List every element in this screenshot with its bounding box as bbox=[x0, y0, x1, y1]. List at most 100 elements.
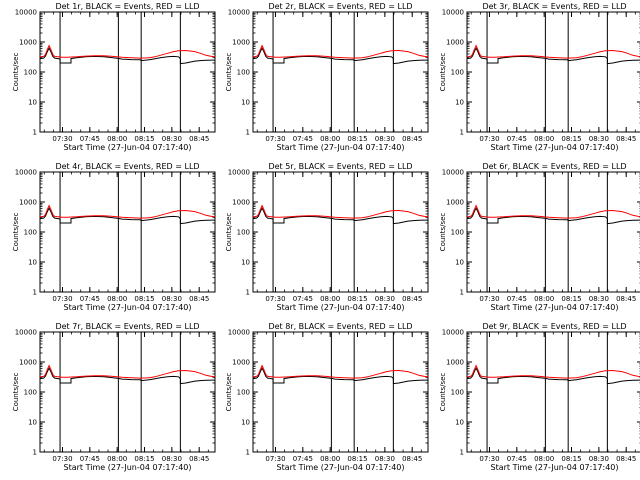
y-tick-label: 1000 bbox=[446, 199, 464, 207]
x-tick-label: 07:45 bbox=[293, 455, 313, 463]
y-tick-label: 1 bbox=[33, 449, 37, 457]
y-tick-label: 1000 bbox=[232, 39, 250, 47]
y-axis-label: Counts/sec bbox=[225, 213, 233, 252]
x-axis-label: Start Time (27-Jun-04 07:17:40) bbox=[491, 303, 619, 312]
panel-det-2r: Det 2r, BLACK = Events, RED = LLD 1 10 100 1… bbox=[225, 2, 429, 152]
plot-frame bbox=[39, 171, 216, 293]
x-tick-label: 07:30 bbox=[479, 455, 499, 463]
plot-frame bbox=[252, 11, 429, 133]
series-lld-line bbox=[252, 364, 429, 379]
plot-frame bbox=[39, 331, 216, 453]
x-tick-label: 08:45 bbox=[402, 295, 422, 303]
x-tick-label: 08:45 bbox=[189, 295, 209, 303]
x-tick-label: 08:00 bbox=[320, 295, 340, 303]
panel-title: Det 1r, BLACK = Events, RED = LLD bbox=[55, 2, 199, 11]
series-events-line bbox=[39, 367, 215, 385]
y-tick-label: 1000 bbox=[232, 199, 250, 207]
y-tick-label: 100 bbox=[237, 389, 250, 397]
x-tick-label: 07:45 bbox=[80, 135, 100, 143]
x-tick-label: 08:00 bbox=[107, 295, 127, 303]
series-events-line bbox=[39, 47, 215, 65]
y-tick-label: 1 bbox=[246, 289, 250, 297]
y-tick-label: 1000 bbox=[446, 359, 464, 367]
x-tick-label: 08:15 bbox=[347, 135, 367, 143]
series-lld-line bbox=[252, 204, 429, 219]
x-tick-label: 07:45 bbox=[507, 295, 527, 303]
panel-det-8r: Det 8r, BLACK = Events, RED = LLD 1 10 100 1… bbox=[225, 322, 429, 472]
y-tick-label: 10000 bbox=[15, 169, 37, 177]
y-axis-label: Counts/sec bbox=[12, 53, 20, 92]
y-axis-label: Counts/sec bbox=[12, 213, 20, 252]
y-tick-label: 10 bbox=[28, 419, 37, 427]
y-tick-label: 10000 bbox=[228, 9, 250, 17]
panel-det-5r: Det 5r, BLACK = Events, RED = LLD 1 10 100 1… bbox=[225, 162, 429, 312]
y-tick-label: 10 bbox=[241, 419, 250, 427]
x-axis-label: Start Time (27-Jun-04 07:17:40) bbox=[64, 463, 192, 472]
x-tick-label: 08:30 bbox=[375, 135, 395, 143]
x-tick-label: 08:45 bbox=[402, 455, 422, 463]
panel-title: Det 3r, BLACK = Events, RED = LLD bbox=[482, 2, 626, 11]
y-tick-label: 10 bbox=[455, 99, 464, 107]
x-tick-label: 07:30 bbox=[265, 135, 285, 143]
panel-title: Det 8r, BLACK = Events, RED = LLD bbox=[268, 322, 412, 331]
x-tick-label: 08:15 bbox=[561, 455, 581, 463]
y-tick-label: 10000 bbox=[442, 169, 464, 177]
x-tick-label: 08:45 bbox=[402, 135, 422, 143]
y-tick-label: 10000 bbox=[15, 329, 37, 337]
series-lld-line bbox=[39, 364, 216, 379]
x-tick-label: 08:00 bbox=[320, 455, 340, 463]
series-lld-line bbox=[466, 204, 640, 219]
x-tick-label: 08:15 bbox=[347, 455, 367, 463]
y-tick-label: 1000 bbox=[232, 359, 250, 367]
panel-det-4r: Det 4r, BLACK = Events, RED = LLD 1 10 100 1… bbox=[12, 162, 216, 312]
y-axis-label: Counts/sec bbox=[225, 373, 233, 412]
y-tick-label: 100 bbox=[237, 229, 250, 237]
series-events-line bbox=[252, 47, 428, 65]
y-tick-label: 10000 bbox=[228, 329, 250, 337]
plot-frame bbox=[466, 11, 640, 133]
y-tick-label: 100 bbox=[237, 69, 250, 77]
y-tick-label: 100 bbox=[24, 229, 37, 237]
x-axis-label: Start Time (27-Jun-04 07:17:40) bbox=[64, 143, 192, 152]
y-tick-label: 1 bbox=[246, 449, 250, 457]
x-axis-label: Start Time (27-Jun-04 07:17:40) bbox=[277, 463, 405, 472]
series-events-line bbox=[466, 47, 640, 65]
y-tick-label: 10000 bbox=[15, 9, 37, 17]
y-axis-label: Counts/sec bbox=[439, 53, 447, 92]
y-tick-label: 1 bbox=[460, 449, 464, 457]
x-tick-label: 08:15 bbox=[134, 135, 154, 143]
series-events-line bbox=[252, 207, 428, 225]
panel-det-6r: Det 6r, BLACK = Events, RED = LLD 1 10 100 1… bbox=[439, 162, 640, 312]
x-tick-label: 08:45 bbox=[616, 135, 636, 143]
y-tick-label: 100 bbox=[451, 69, 464, 77]
x-tick-label: 08:30 bbox=[162, 295, 182, 303]
y-tick-label: 10000 bbox=[442, 9, 464, 17]
plot-frame bbox=[252, 171, 429, 293]
x-tick-label: 08:15 bbox=[561, 295, 581, 303]
x-tick-label: 08:45 bbox=[189, 455, 209, 463]
x-tick-label: 08:30 bbox=[375, 455, 395, 463]
panel-title: Det 2r, BLACK = Events, RED = LLD bbox=[268, 2, 412, 11]
series-events-line bbox=[39, 207, 215, 225]
x-tick-label: 08:15 bbox=[347, 295, 367, 303]
x-tick-label: 08:00 bbox=[534, 455, 554, 463]
x-tick-label: 08:30 bbox=[162, 455, 182, 463]
y-axis-label: Counts/sec bbox=[225, 53, 233, 92]
x-tick-label: 07:45 bbox=[293, 135, 313, 143]
series-lld-line bbox=[39, 204, 216, 219]
y-tick-label: 10 bbox=[455, 419, 464, 427]
panel-det-7r: Det 7r, BLACK = Events, RED = LLD 1 10 100 1… bbox=[12, 322, 216, 472]
y-tick-label: 100 bbox=[451, 229, 464, 237]
x-tick-label: 08:30 bbox=[589, 135, 609, 143]
y-tick-label: 10000 bbox=[228, 169, 250, 177]
x-tick-label: 07:30 bbox=[479, 295, 499, 303]
x-tick-label: 07:45 bbox=[507, 455, 527, 463]
x-tick-label: 08:30 bbox=[589, 455, 609, 463]
x-axis-label: Start Time (27-Jun-04 07:17:40) bbox=[277, 303, 405, 312]
x-tick-label: 08:00 bbox=[534, 135, 554, 143]
series-events-line bbox=[466, 367, 640, 385]
x-tick-label: 08:30 bbox=[375, 295, 395, 303]
panel-det-3r: Det 3r, BLACK = Events, RED = LLD 1 10 100 1… bbox=[439, 2, 640, 152]
plot-frame bbox=[39, 11, 216, 133]
panel-title: Det 5r, BLACK = Events, RED = LLD bbox=[268, 162, 412, 171]
